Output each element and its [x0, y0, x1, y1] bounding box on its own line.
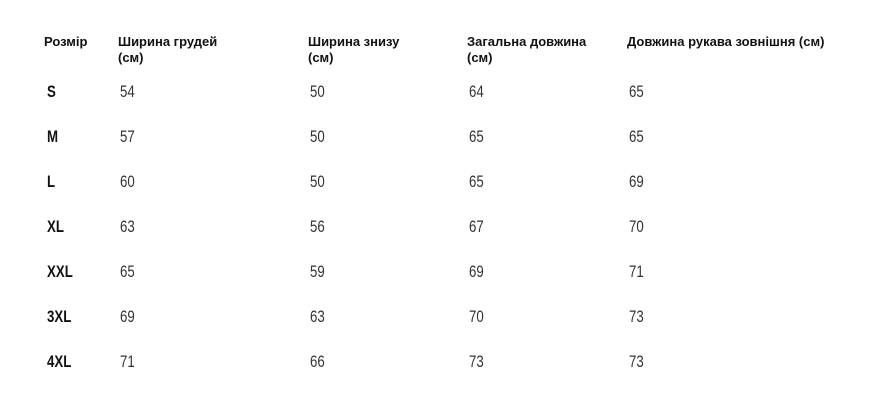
- table-cell: 59: [310, 262, 325, 281]
- column-header: Розмір: [44, 34, 88, 49]
- table-cell: 69: [469, 262, 484, 281]
- table-cell: 71: [629, 262, 644, 281]
- table-cell: 73: [629, 352, 644, 371]
- table-cell: 65: [120, 262, 135, 281]
- table-cell: 50: [310, 127, 325, 146]
- column-header: Загальна довжина (см): [467, 34, 587, 65]
- table-cell: 65: [629, 127, 644, 146]
- table-cell: 65: [469, 127, 484, 146]
- table-cell: 70: [629, 217, 644, 236]
- table-cell: 73: [629, 307, 644, 326]
- column-header: Ширина знизу (см): [308, 34, 400, 65]
- table-cell: 65: [469, 172, 484, 191]
- table-cell: 66: [310, 352, 325, 371]
- table-cell: 65: [629, 82, 644, 101]
- table-cell: 57: [120, 127, 135, 146]
- table-cell: 67: [469, 217, 484, 236]
- size-label: 4XL: [47, 352, 72, 371]
- size-label: XL: [47, 217, 64, 236]
- column-header: Довжина рукава зовнішня (см): [627, 34, 825, 49]
- column-header: Ширина грудей (см): [118, 34, 218, 65]
- table-cell: 63: [310, 307, 325, 326]
- table-cell: 71: [120, 352, 135, 371]
- table-cell: 54: [120, 82, 135, 101]
- size-label: 3XL: [47, 307, 72, 326]
- table-cell: 50: [310, 82, 325, 101]
- size-label: S: [47, 82, 56, 101]
- table-cell: 64: [469, 82, 484, 101]
- table-cell: 69: [629, 172, 644, 191]
- size-label: XXL: [47, 262, 73, 281]
- table-cell: 69: [120, 307, 135, 326]
- table-cell: 70: [469, 307, 484, 326]
- table-cell: 60: [120, 172, 135, 191]
- size-label: M: [47, 127, 59, 146]
- table-cell: 50: [310, 172, 325, 191]
- table-cell: 63: [120, 217, 135, 236]
- size-label: L: [47, 172, 56, 191]
- table-cell: 73: [469, 352, 484, 371]
- table-cell: 56: [310, 217, 325, 236]
